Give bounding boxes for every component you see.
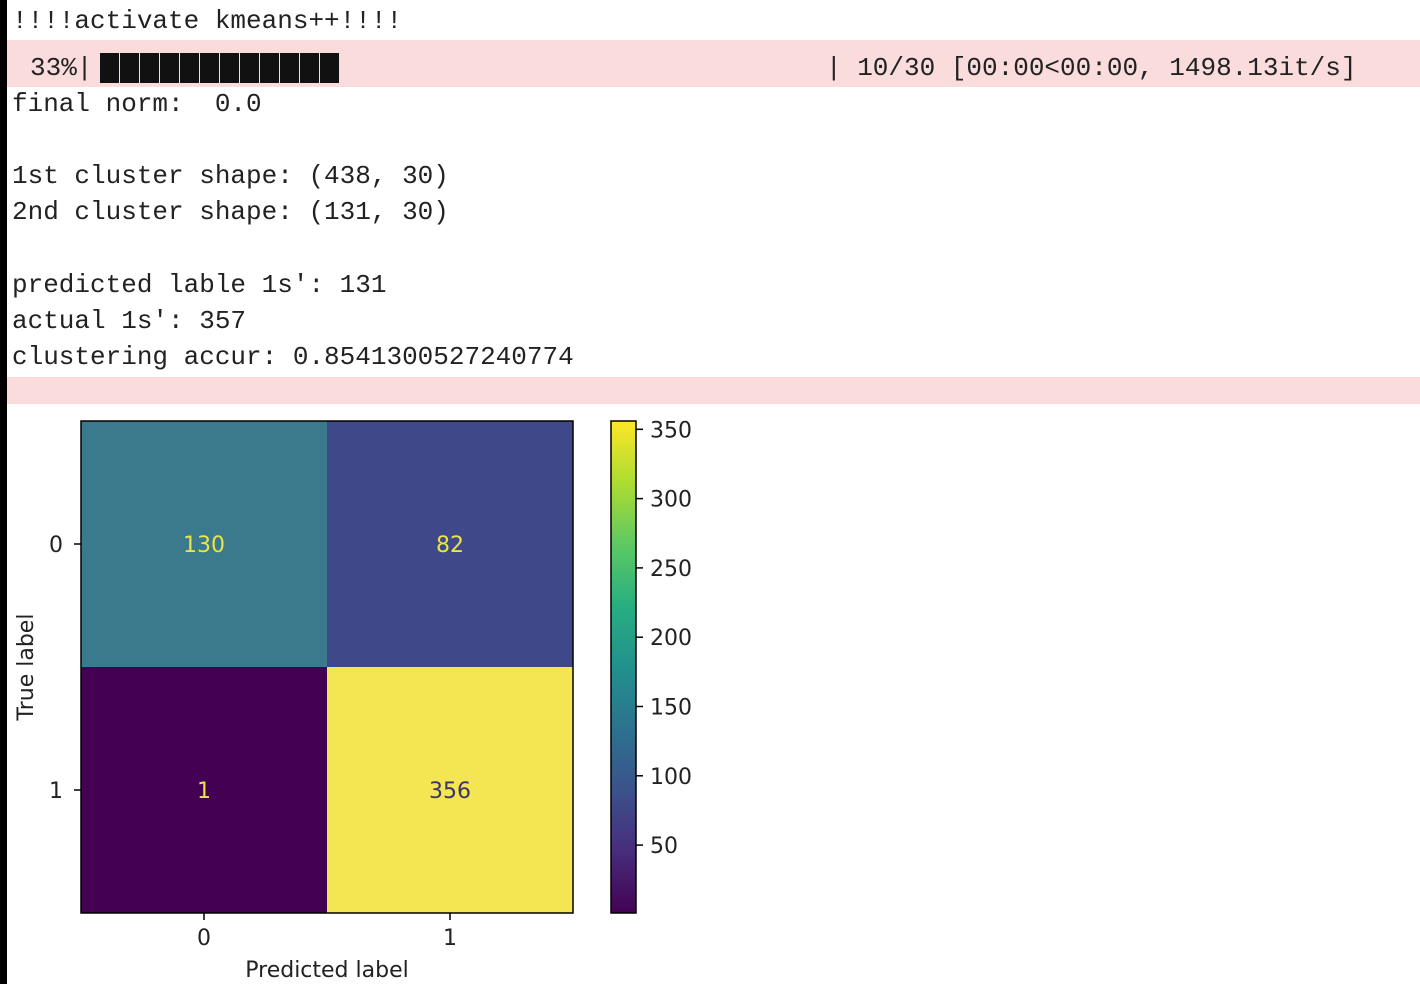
- progress-bar-block: [120, 53, 139, 83]
- cell-left-edge: [0, 0, 7, 984]
- matrix-cell-0-0: [81, 421, 327, 667]
- matrix-cell-value-0-0: 130: [183, 533, 225, 558]
- final-norm-line: final norm: 0.0: [12, 89, 262, 119]
- progress-bar-block: [200, 53, 219, 83]
- actual-ones-line: actual 1s': 357: [12, 306, 247, 336]
- clustering-accuracy-line: clustering accur: 0.8541300527240774: [12, 342, 574, 372]
- progress-bar-block: [300, 53, 319, 83]
- progress-percent: 33%|: [30, 53, 93, 83]
- colorbar-tick-label: 350: [650, 418, 692, 443]
- matrix-cell-1-0: [81, 667, 327, 913]
- progress-bar-block: [160, 53, 179, 83]
- colorbar-tick-label: 100: [650, 765, 692, 790]
- colorbar-tick-label: 50: [650, 834, 678, 859]
- colorbar-tick-label: 300: [650, 488, 692, 513]
- activate-message: !!!!activate kmeans++!!!!: [12, 6, 403, 36]
- matrix-cell-value-1-1: 356: [429, 779, 471, 804]
- progress-bar-block: [280, 53, 299, 83]
- x-tick-label: 0: [197, 926, 211, 951]
- x-tick-label: 1: [443, 926, 457, 951]
- progress-bar-block: [320, 53, 339, 83]
- progress-bar-block: [100, 53, 119, 83]
- stderr-empty-band: [7, 377, 1420, 404]
- colorbar: [610, 420, 637, 914]
- progress-bar-block: [220, 53, 239, 83]
- cluster1-shape-line: 1st cluster shape: (438, 30): [12, 161, 449, 191]
- progress-bar-block: [180, 53, 199, 83]
- progress-stats: | 10/30 [00:00<00:00, 1498.13it/s]: [826, 53, 1357, 83]
- x-axis-label: Predicted label: [245, 958, 408, 983]
- y-tick-label: 1: [49, 779, 63, 804]
- y-axis-label: True label: [14, 614, 39, 722]
- matrix-cell-0-1: [327, 421, 573, 667]
- colorbar-tick-label: 200: [650, 626, 692, 651]
- progress-bar-block: [140, 53, 159, 83]
- cluster2-shape-line: 2nd cluster shape: (131, 30): [12, 197, 449, 227]
- y-tick-label: 0: [49, 533, 63, 558]
- matrix-cell-1-1: [327, 667, 573, 913]
- colorbar-tick-label: 150: [650, 695, 692, 720]
- progress-bar-block: [240, 53, 259, 83]
- progress-bar-block: [260, 53, 279, 83]
- colorbar-tick-label: 250: [650, 557, 692, 582]
- matrix-cell-value-1-0: 1: [197, 779, 211, 804]
- matrix-cell-value-0-1: 82: [436, 533, 464, 558]
- matrix-frame: [80, 420, 574, 914]
- predicted-ones-line: predicted lable 1s': 131: [12, 270, 387, 300]
